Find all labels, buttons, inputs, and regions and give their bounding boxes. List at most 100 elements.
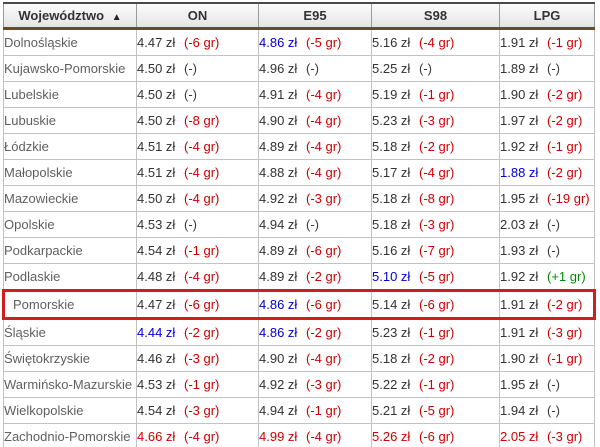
s98-price-change: (-1 gr) [419, 87, 455, 102]
lpg-price-cell: 1.92 zł (+1 gr) [499, 263, 595, 291]
table-row[interactable]: Wielkopolskie 4.54 zł (-3 gr) 4.94 zł (-1 … [3, 397, 595, 424]
on-price-value: 4.50 zł [137, 87, 176, 102]
on-price-cell: 4.47 zł (-6 gr) [136, 289, 259, 320]
e95-price-cell: 4.96 zł (-) [258, 55, 372, 82]
lpg-price-cell: 1.90 zł (-1 gr) [499, 345, 595, 372]
lpg-price-value: 1.89 zł [500, 61, 539, 76]
s98-price-cell: 5.18 zł (-2 gr) [371, 345, 500, 372]
e95-price-value: 4.94 zł [259, 403, 298, 418]
on-price-value: 4.50 zł [137, 113, 176, 128]
e95-price-change: (-2 gr) [306, 269, 342, 284]
on-price-value: 4.54 zł [137, 243, 176, 258]
on-price-change: (-3 gr) [184, 351, 220, 366]
s98-price-cell: 5.14 zł (-6 gr) [371, 289, 500, 320]
e95-price-change: (-6 gr) [306, 297, 342, 312]
s98-price-change: (-6 gr) [419, 429, 455, 444]
e95-price-change: (-3 gr) [306, 191, 342, 206]
s98-price-change: (-2 gr) [419, 139, 455, 154]
lpg-price-change: (-2 gr) [547, 297, 583, 312]
column-header-e95[interactable]: E95 [258, 2, 372, 30]
table-row[interactable]: Podlaskie 4.48 zł (-4 gr) 4.89 zł (-2 gr) … [3, 263, 595, 291]
region-name-cell: Świętokrzyskie [3, 345, 137, 372]
e95-price-change: (-5 gr) [306, 35, 342, 50]
on-price-cell: 4.54 zł (-3 gr) [136, 397, 259, 424]
s98-price-value: 5.22 zł [372, 377, 411, 392]
e95-price-cell: 4.86 zł (-6 gr) [258, 289, 372, 320]
lpg-price-cell: 1.92 zł (-1 gr) [499, 133, 595, 160]
table-row[interactable]: Pomorskie 4.47 zł (-6 gr) 4.86 zł (-6 gr) … [2, 289, 596, 320]
e95-price-cell: 4.89 zł (-4 gr) [258, 133, 372, 160]
column-header-on[interactable]: ON [136, 2, 259, 30]
on-price-value: 4.44 zł [137, 325, 176, 340]
region-name-cell: Śląskie [3, 318, 137, 346]
table-row[interactable]: Podkarpackie 4.54 zł (-1 gr) 4.89 zł (-6 g… [3, 237, 595, 264]
table-row[interactable]: Zachodnio-Pomorskie 4.66 zł (-4 gr) 4.99 … [3, 423, 595, 447]
s98-price-change: (-1 gr) [419, 377, 455, 392]
column-header-wojewodztwo[interactable]: Województwo ▲ [3, 2, 137, 30]
on-price-change: (-3 gr) [184, 403, 220, 418]
lpg-price-change: (-2 gr) [547, 113, 583, 128]
e95-price-cell: 4.91 zł (-4 gr) [258, 81, 372, 108]
e95-price-cell: 4.89 zł (-6 gr) [258, 237, 372, 264]
s98-price-value: 5.21 zł [372, 403, 411, 418]
s98-price-change: (-8 gr) [419, 191, 455, 206]
column-label-lpg: LPG [533, 8, 561, 23]
e95-price-cell: 4.94 zł (-) [258, 211, 372, 238]
table-row[interactable]: Dolnośląskie 4.47 zł (-6 gr) 4.86 zł (-5 g… [3, 28, 595, 56]
table-row[interactable]: Świętokrzyskie 4.46 zł (-3 gr) 4.90 zł (-4… [3, 345, 595, 372]
s98-price-value: 5.16 zł [372, 243, 411, 258]
on-price-change: (-8 gr) [184, 113, 220, 128]
on-price-value: 4.50 zł [137, 191, 176, 206]
e95-price-cell: 4.86 zł (-5 gr) [258, 28, 372, 56]
table-row[interactable]: Mazowieckie 4.50 zł (-4 gr) 4.92 zł (-3 gr… [3, 185, 595, 212]
s98-price-value: 5.14 zł [372, 297, 411, 312]
on-price-value: 4.53 zł [137, 217, 176, 232]
table-row[interactable]: Lubuskie 4.50 zł (-8 gr) 4.90 zł (-4 gr) 5… [3, 107, 595, 134]
s98-price-cell: 5.23 zł (-3 gr) [371, 107, 500, 134]
on-price-change: (-6 gr) [184, 35, 220, 50]
table-row[interactable]: Opolskie 4.53 zł (-) 4.94 zł (-) 5.18 zł (-… [3, 211, 595, 238]
s98-price-value: 5.18 zł [372, 191, 411, 206]
on-price-cell: 4.54 zł (-1 gr) [136, 237, 259, 264]
on-price-cell: 4.51 zł (-4 gr) [136, 159, 259, 186]
e95-price-change: (-2 gr) [306, 325, 342, 340]
s98-price-value: 5.10 zł [372, 269, 411, 284]
table-row[interactable]: Warmińsko-Mazurskie 4.53 zł (-1 gr) 4.92 … [3, 371, 595, 398]
lpg-price-value: 1.91 zł [500, 35, 539, 50]
lpg-price-change: (-3 gr) [547, 429, 583, 444]
on-price-cell: 4.50 zł (-) [136, 81, 259, 108]
s98-price-cell: 5.26 zł (-6 gr) [371, 423, 500, 447]
region-name-cell: Lubelskie [3, 81, 137, 108]
table-row[interactable]: Lubelskie 4.50 zł (-) 4.91 zł (-4 gr) 5.19… [3, 81, 595, 108]
on-price-change: (-1 gr) [184, 377, 220, 392]
on-price-cell: 4.50 zł (-8 gr) [136, 107, 259, 134]
on-price-cell: 4.51 zł (-4 gr) [136, 133, 259, 160]
e95-price-change: (-) [306, 217, 319, 232]
lpg-price-cell: 2.03 zł (-) [499, 211, 595, 238]
column-header-lpg[interactable]: LPG [499, 2, 595, 30]
s98-price-change: (-7 gr) [419, 243, 455, 258]
lpg-price-change: (-) [547, 403, 560, 418]
e95-price-cell: 4.90 zł (-4 gr) [258, 345, 372, 372]
s98-price-cell: 5.19 zł (-1 gr) [371, 81, 500, 108]
table-row[interactable]: Kujawsko-Pomorskie 4.50 zł (-) 4.96 zł (-)… [3, 55, 595, 82]
s98-price-change: (-5 gr) [419, 269, 455, 284]
lpg-price-value: 2.03 zł [500, 217, 539, 232]
s98-price-change: (-4 gr) [419, 165, 455, 180]
on-price-change: (-2 gr) [184, 325, 220, 340]
table-row[interactable]: Śląskie 4.44 zł (-2 gr) 4.86 zł (-2 gr) 5.… [3, 318, 595, 346]
on-price-change: (-1 gr) [184, 243, 220, 258]
lpg-price-change: (-1 gr) [547, 139, 583, 154]
e95-price-value: 4.89 zł [259, 243, 298, 258]
s98-price-change: (-5 gr) [419, 403, 455, 418]
s98-price-value: 5.17 zł [372, 165, 411, 180]
lpg-price-cell: 2.05 zł (-3 gr) [499, 423, 595, 447]
lpg-price-value: 1.92 zł [500, 139, 539, 154]
table-row[interactable]: Łódzkie 4.51 zł (-4 gr) 4.89 zł (-4 gr) 5.… [3, 133, 595, 160]
region-name-cell: Podkarpackie [3, 237, 137, 264]
table-row[interactable]: Małopolskie 4.51 zł (-4 gr) 4.88 zł (-4 gr… [3, 159, 595, 186]
column-header-s98[interactable]: S98 [371, 2, 500, 30]
lpg-price-change: (+1 gr) [547, 269, 586, 284]
s98-price-value: 5.16 zł [372, 35, 411, 50]
